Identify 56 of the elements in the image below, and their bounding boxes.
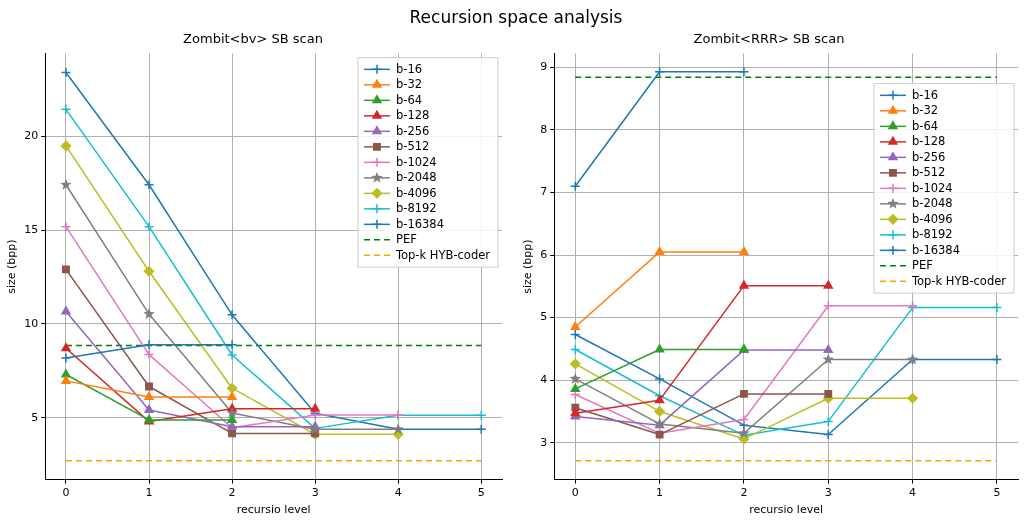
x-tick-label: 0 xyxy=(571,486,579,500)
x-tick-label: 2 xyxy=(740,486,748,500)
legend-label: b-512 xyxy=(911,165,946,180)
y-axis-title: size (bpp) xyxy=(521,239,535,294)
legend-label: b-128 xyxy=(911,134,946,149)
y-tick-label: 9 xyxy=(540,60,548,74)
legend-label: b-32 xyxy=(911,103,939,118)
legend-label: b-16 xyxy=(395,61,423,76)
legend-label: Top-k HYB-coder xyxy=(394,247,491,262)
y-tick-label: 10 xyxy=(24,316,39,330)
legend-label: PEF xyxy=(395,232,417,247)
x-tick-label: 2 xyxy=(228,486,236,500)
x-tick-label: 3 xyxy=(311,486,319,500)
x-tick-label: 3 xyxy=(824,486,832,500)
x-tick-label: 5 xyxy=(477,486,485,500)
legend-label: Top-k HYB-coder xyxy=(910,273,1007,288)
x-axis-title: recursio level xyxy=(749,503,823,517)
chart-subtitle: Zombit<RRR> SB scan xyxy=(693,31,845,47)
legend-label: b-64 xyxy=(395,92,423,107)
y-tick-label: 5 xyxy=(540,310,548,324)
legend-label: b-8192 xyxy=(395,201,437,216)
y-axis-title: size (bpp) xyxy=(5,239,19,294)
legend-label: b-1024 xyxy=(911,180,953,195)
y-tick-label: 6 xyxy=(540,247,548,261)
y-tick-label: 8 xyxy=(540,122,548,136)
legend-label: b-128 xyxy=(395,108,430,123)
legend-label: b-4096 xyxy=(911,211,953,226)
x-tick-label: 4 xyxy=(394,486,402,500)
y-tick-label: 4 xyxy=(540,373,548,386)
legend-label: b-64 xyxy=(911,118,939,133)
x-tick-label: 5 xyxy=(993,486,1001,500)
x-axis-title: recursio level xyxy=(236,503,311,517)
legend-label: b-16 xyxy=(911,87,939,102)
legend-label: b-8192 xyxy=(911,227,953,242)
legend-label: b-4096 xyxy=(395,185,437,200)
x-tick-label: 0 xyxy=(62,486,70,500)
y-tick-label: 15 xyxy=(24,222,39,236)
y-tick-label: 3 xyxy=(540,435,548,449)
y-tick-label: 5 xyxy=(31,410,39,424)
y-tick-label: 7 xyxy=(540,185,548,199)
legend-label: b-256 xyxy=(395,123,430,138)
x-tick-label: 1 xyxy=(145,486,153,500)
legend-label: b-2048 xyxy=(911,196,953,211)
chart-subtitle: Zombit<bv> SB scan xyxy=(183,31,323,47)
legend-label: b-256 xyxy=(911,149,946,164)
legend-label: b-1024 xyxy=(395,154,437,169)
x-tick-label: 1 xyxy=(656,486,664,500)
legend-label: b-2048 xyxy=(395,170,437,185)
chart-title: Recursion space analysis xyxy=(408,6,624,29)
legend-label: PEF xyxy=(911,258,933,273)
legend-label: b-512 xyxy=(395,139,430,154)
legend-label: b-16384 xyxy=(395,216,444,231)
legend-label: b-32 xyxy=(395,77,423,92)
y-tick-label: 20 xyxy=(24,129,39,143)
legend-label: b-16384 xyxy=(911,242,960,257)
x-tick-label: 4 xyxy=(909,486,917,500)
